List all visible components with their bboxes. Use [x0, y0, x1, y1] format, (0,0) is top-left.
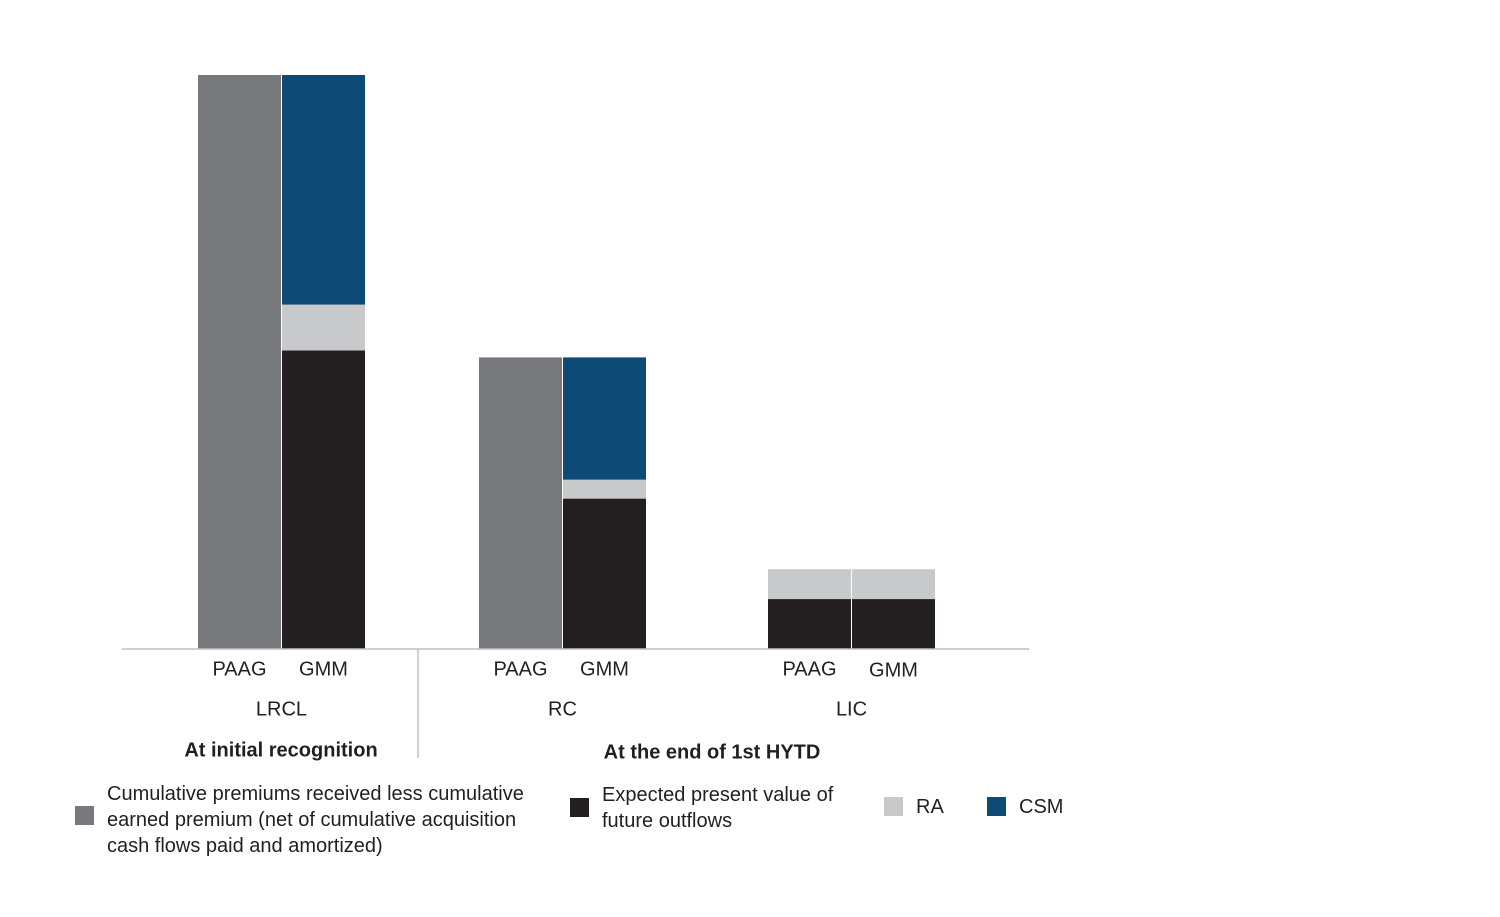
bar-segment-lrcl-paag-cumulative-premiums [198, 75, 281, 649]
bar-segment-lic-gmm-epv-outflows [852, 599, 935, 649]
section-label-1: At initial recognition [184, 739, 377, 761]
group-label-lic: LIC [836, 698, 867, 720]
bars-layer [198, 75, 935, 649]
bar-segment-lrcl-gmm-csm [282, 75, 365, 305]
tick-label-lic-paag: PAAG [782, 658, 836, 680]
group-label-lrcl: LRCL [256, 698, 307, 720]
bar-segment-lrcl-gmm-ra [282, 304, 365, 351]
tick-label-lrcl-gmm: GMM [299, 658, 348, 680]
bar-segment-lrcl-gmm-epv-outflows [282, 350, 365, 649]
tick-label-rc-gmm: GMM [580, 658, 629, 680]
group-label-rc: RC [548, 698, 577, 720]
bar-segment-rc-gmm-csm [563, 357, 646, 480]
bar-segment-lic-gmm-ra [852, 569, 935, 600]
bar-segment-lic-paag-ra [768, 569, 851, 600]
bar-segment-lic-paag-epv-outflows [768, 599, 851, 649]
bar-segment-rc-gmm-ra [563, 479, 646, 499]
bar-segment-rc-paag-cumulative-premiums [479, 357, 562, 649]
tick-label-lic-gmm: GMM [869, 659, 918, 681]
section-label-2: At the end of 1st HYTD [604, 741, 821, 763]
tick-label-lrcl-paag: PAAG [212, 658, 266, 680]
tick-label-rc-paag: PAAG [493, 658, 547, 680]
bar-segment-rc-gmm-epv-outflows [563, 498, 646, 649]
